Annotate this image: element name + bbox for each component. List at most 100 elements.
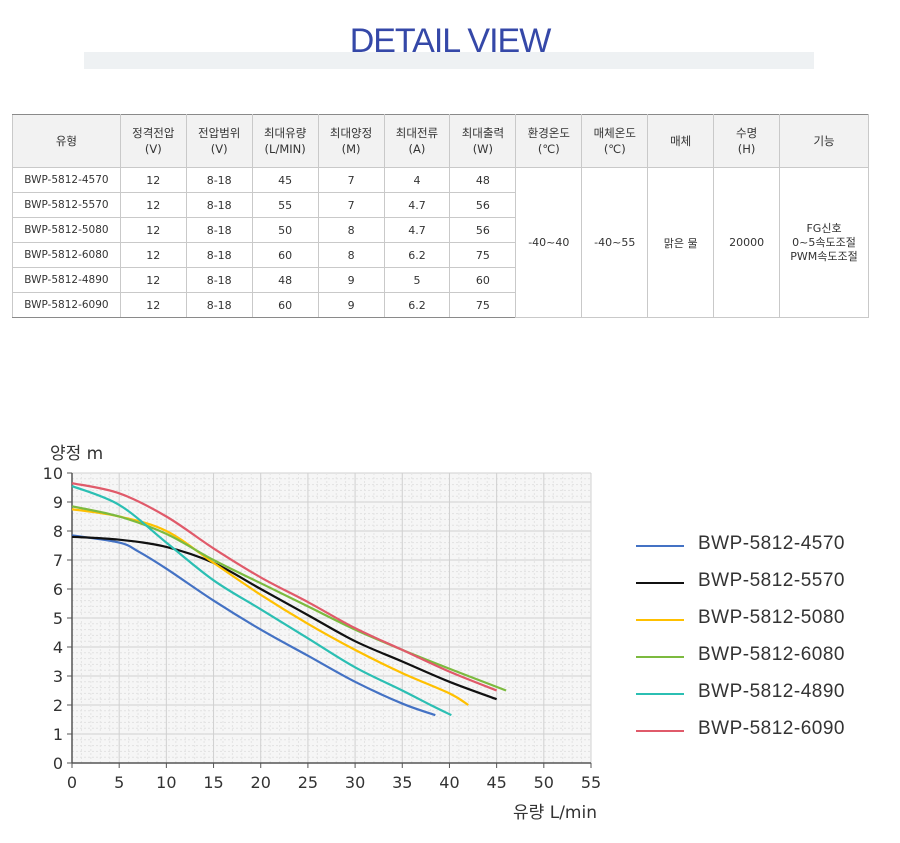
cell-range: 8-18 xyxy=(185,292,253,318)
column-header: 최대양정 (M) xyxy=(317,114,385,168)
series-line-bwp-5812-6080 xyxy=(71,505,507,692)
y-tick-label: 5 xyxy=(53,609,63,628)
cell-power: 56 xyxy=(449,217,517,243)
function-line: 0~5속도조절 xyxy=(792,235,856,249)
cell-model: BWP-5812-5080 xyxy=(12,217,121,243)
legend-swatch xyxy=(636,656,684,658)
x-axis-label: 유량 L/min xyxy=(513,803,597,823)
spec-table: 유형 정격전압 (V) 전압범위 (V) 최대유량 (L/MIN) 최대양정 (M) 최대전류 (A… xyxy=(12,114,869,318)
series-line-bwp-5812-5570 xyxy=(71,535,498,701)
x-tick-label: 35 xyxy=(392,773,412,792)
column-header-unit: (L/MIN) xyxy=(264,142,306,156)
column-header-line1: 정격전압 xyxy=(132,126,175,140)
cell-voltage: 12 xyxy=(119,267,187,293)
column-header: 유형 xyxy=(12,114,121,168)
y-tick-label: 6 xyxy=(53,580,63,599)
y-tick-label: 3 xyxy=(53,667,63,686)
y-tick-label: 10 xyxy=(43,464,63,483)
legend-swatch xyxy=(636,582,684,584)
table-header-row: 유형 정격전압 (V) 전압범위 (V) 최대유량 (L/MIN) 최대양정 (M) 최대전류 (A… xyxy=(12,114,869,168)
column-header-unit: (W) xyxy=(472,142,494,156)
column-header: 전압범위 (V) xyxy=(185,114,253,168)
series-line-bwp-5812-4570 xyxy=(71,534,436,717)
cell-media-temp: -40~55 xyxy=(581,167,649,318)
column-header-unit: (A) xyxy=(408,142,426,156)
column-header-line1: 최대유량 xyxy=(263,126,307,140)
legend-swatch xyxy=(636,693,684,695)
y-tick-label: 1 xyxy=(53,725,63,744)
column-header: 환경온도 (℃) xyxy=(515,114,583,168)
cell-range: 8-18 xyxy=(185,192,253,218)
x-tick-label: 25 xyxy=(298,773,318,792)
column-header: 최대출력 (W) xyxy=(449,114,517,168)
column-header-line1: 매체 xyxy=(670,134,692,148)
cell-head: 9 xyxy=(317,292,385,318)
cell-current: 4.7 xyxy=(383,192,451,218)
cell-current: 6.2 xyxy=(383,242,451,268)
column-header-unit: (V) xyxy=(144,142,162,156)
cell-model: BWP-5812-6090 xyxy=(12,292,121,318)
y-tick-label: 4 xyxy=(53,638,63,657)
cell-flow: 45 xyxy=(251,167,319,193)
cell-voltage: 12 xyxy=(119,167,187,193)
cell-range: 8-18 xyxy=(185,242,253,268)
column-header-line1: 매체온도 xyxy=(593,126,636,140)
table-row: BWP-5812-6090 12 8-18 60 9 6.2 75 xyxy=(12,292,869,318)
y-tick-label: 8 xyxy=(53,522,63,541)
legend-label: BWP-5812-6090 xyxy=(698,718,845,739)
legend-swatch xyxy=(636,730,684,732)
x-tick-label: 20 xyxy=(251,773,271,792)
y-axis-label: 양정 m xyxy=(50,444,103,464)
cell-flow: 55 xyxy=(251,192,319,218)
cell-head: 8 xyxy=(317,217,385,243)
column-header-line1: 기능 xyxy=(813,134,835,148)
column-header-unit: (℃) xyxy=(603,142,626,156)
title-underline-bar xyxy=(84,52,814,69)
column-header: 정격전압 (V) xyxy=(119,114,187,168)
cell-flow: 48 xyxy=(251,267,319,293)
cell-power: 56 xyxy=(449,192,517,218)
cell-range: 8-18 xyxy=(185,167,253,193)
cell-head: 8 xyxy=(317,242,385,268)
cell-model: BWP-5812-4890 xyxy=(12,267,121,293)
column-header-line1: 전압범위 xyxy=(198,126,241,140)
cell-head: 7 xyxy=(317,167,385,193)
cell-function: FG신호 0~5속도조절 PWM속도조절 xyxy=(779,167,869,318)
column-header-unit: (V) xyxy=(210,142,228,156)
column-header-unit: (℃) xyxy=(537,142,560,156)
x-tick-label: 50 xyxy=(534,773,554,792)
cell-model: BWP-5812-6080 xyxy=(12,242,121,268)
legend-label: BWP-5812-5080 xyxy=(698,607,845,628)
column-header-unit: (H) xyxy=(737,142,756,156)
column-header: 매체온도 (℃) xyxy=(581,114,649,168)
y-tick-label: 2 xyxy=(53,696,63,715)
column-header-line1: 최대양정 xyxy=(329,126,373,140)
cell-power: 60 xyxy=(449,267,517,293)
column-header: 최대전류 (A) xyxy=(383,114,451,168)
column-header-line1: 수명 xyxy=(736,126,758,140)
column-header-line1: 최대전류 xyxy=(395,126,439,140)
cell-current: 4.7 xyxy=(383,217,451,243)
cell-voltage: 12 xyxy=(119,292,187,318)
x-tick-label: 10 xyxy=(156,773,176,792)
x-tick-label: 5 xyxy=(114,773,124,792)
legend-label: BWP-5812-4890 xyxy=(698,681,845,702)
cell-head: 9 xyxy=(317,267,385,293)
cell-ambient-temp: -40~40 xyxy=(515,167,583,318)
cell-flow: 60 xyxy=(251,292,319,318)
legend-swatch xyxy=(636,619,684,621)
cell-model: BWP-5812-4570 xyxy=(12,167,121,193)
cell-range: 8-18 xyxy=(185,217,253,243)
y-tick-label: 7 xyxy=(53,551,63,570)
column-header-line1: 최대출력 xyxy=(461,126,505,140)
x-tick-label: 45 xyxy=(486,773,506,792)
function-line: PWM속도조절 xyxy=(790,249,858,263)
cell-power: 75 xyxy=(449,242,517,268)
column-header: 최대유량 (L/MIN) xyxy=(251,114,319,168)
cell-power: 48 xyxy=(449,167,517,193)
cell-current: 4 xyxy=(383,167,451,193)
cell-media: 맑은 물 xyxy=(647,167,715,318)
column-header: 매체 xyxy=(647,114,715,168)
